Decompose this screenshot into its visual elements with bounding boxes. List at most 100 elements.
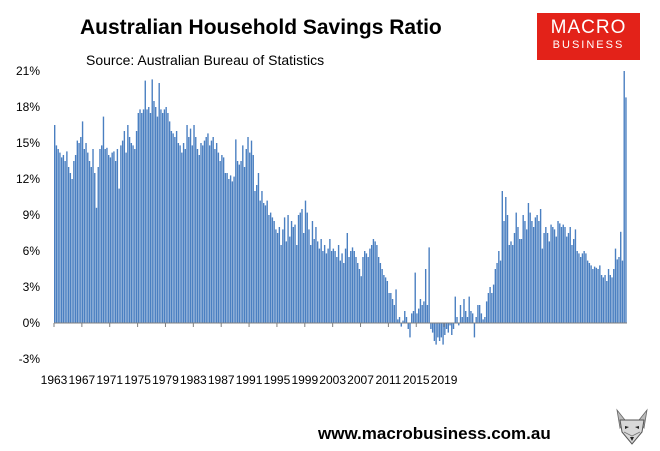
bar [613, 269, 615, 323]
bar [200, 143, 202, 323]
bar [263, 203, 265, 323]
x-tick-label: 1987 [208, 373, 235, 387]
bar [179, 145, 181, 323]
bar [611, 277, 613, 323]
logo-line-2: BUSINESS [552, 39, 625, 51]
bar [388, 293, 390, 323]
bar [242, 145, 244, 323]
bar [134, 149, 136, 323]
bar [102, 116, 105, 323]
bar [560, 227, 563, 323]
bar-series [54, 71, 627, 345]
bar [489, 287, 491, 323]
bar [606, 281, 608, 323]
bar [527, 203, 530, 323]
bar [433, 323, 436, 341]
bar [534, 217, 537, 323]
y-tick-label: -3% [19, 352, 41, 366]
bar [576, 251, 578, 323]
bar [473, 323, 476, 338]
bar [370, 245, 373, 323]
bar [492, 284, 495, 323]
bar [123, 131, 126, 323]
bar [81, 121, 84, 324]
bar [557, 221, 559, 323]
y-axis: -3% 0% 3% 6% 9% 12% 15% 18% 21% [16, 64, 40, 366]
bar [296, 245, 298, 323]
y-tick-label: 18% [16, 100, 40, 114]
bar [395, 289, 397, 323]
bar [569, 227, 571, 323]
bar [137, 113, 139, 323]
bar [217, 152, 220, 323]
bar [470, 311, 472, 323]
bar [454, 296, 456, 323]
bar [418, 308, 420, 323]
x-tick-label: 1979 [152, 373, 179, 387]
bar [236, 161, 239, 323]
bar [404, 311, 406, 323]
bar [269, 212, 272, 323]
bar [233, 176, 235, 323]
bar [264, 205, 267, 323]
bar [167, 113, 169, 323]
x-tick-label: 1995 [264, 373, 291, 387]
bar [465, 311, 467, 323]
bar [155, 107, 157, 323]
bar [411, 313, 413, 323]
bar [438, 323, 441, 341]
bar [468, 296, 470, 323]
bar [599, 265, 601, 323]
bar [210, 140, 213, 323]
bar [243, 167, 246, 323]
bar [161, 113, 164, 323]
bar [515, 212, 517, 323]
bar [409, 323, 411, 338]
bar [207, 133, 209, 323]
bar [471, 313, 474, 323]
x-tick-label: 2007 [347, 373, 374, 387]
bar [548, 241, 551, 323]
y-tick-label: 12% [16, 172, 40, 186]
bar [579, 257, 582, 323]
bar [99, 149, 101, 323]
bar [397, 319, 399, 323]
bar [182, 143, 185, 323]
bar [118, 188, 120, 323]
bar [506, 215, 509, 323]
bar [303, 233, 305, 323]
bar [510, 241, 512, 323]
bar [600, 275, 603, 323]
bar [539, 209, 542, 323]
bar [209, 145, 211, 323]
x-tick-label: 2003 [319, 373, 346, 387]
bar [573, 239, 575, 323]
bar [158, 83, 160, 323]
bar [625, 97, 627, 324]
bar [299, 212, 301, 323]
bar [142, 109, 145, 324]
bar [120, 145, 122, 323]
bar [466, 317, 469, 323]
bar [559, 223, 561, 323]
bar [261, 191, 263, 323]
logo-line-1: MACRO [550, 17, 627, 38]
bar [60, 157, 63, 323]
bar [306, 212, 308, 323]
bar [365, 253, 368, 323]
bar [132, 145, 134, 323]
bar [503, 221, 505, 323]
bar [332, 248, 335, 323]
bar [148, 107, 150, 323]
y-tick-label: 9% [23, 208, 41, 222]
bar [276, 233, 279, 323]
bar [501, 191, 503, 323]
bar [484, 317, 486, 323]
bar [186, 125, 188, 323]
bar [76, 140, 79, 323]
bar [362, 257, 364, 323]
bar [571, 245, 573, 323]
bar [149, 113, 152, 323]
bar [585, 253, 587, 323]
